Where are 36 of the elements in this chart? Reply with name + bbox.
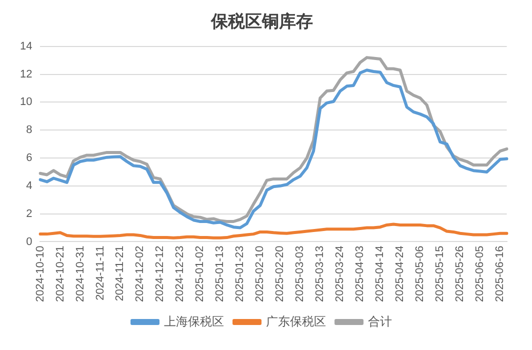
x-tick-label: 2025-04-03 — [354, 246, 366, 302]
chart-title: 保税区铜库存 — [210, 12, 313, 31]
legend-label: 上海保税区 — [164, 314, 224, 328]
x-tick-label: 2024-12-12 — [154, 246, 166, 302]
x-tick-label: 2024-11-11 — [94, 246, 106, 300]
x-tick-label: 2025-01-23 — [234, 246, 246, 302]
x-tick-label: 2025-06-16 — [494, 246, 506, 302]
y-tick-label: 0 — [26, 236, 32, 248]
x-tick-label: 2024-11-21 — [114, 246, 126, 302]
y-tick-label: 2 — [26, 208, 32, 220]
legend-label: 广东保税区 — [266, 314, 326, 328]
y-tick-label: 10 — [20, 96, 32, 108]
x-tick-label: 2025-02-10 — [254, 246, 266, 302]
x-tick-label: 2025-02-20 — [274, 246, 286, 302]
y-tick-label: 14 — [20, 40, 32, 52]
x-tick-label: 2025-01-02 — [194, 246, 206, 302]
x-tick-label: 2025-04-24 — [394, 246, 406, 302]
x-tick-label: 2025-05-06 — [414, 246, 426, 302]
x-tick-label: 2025-03-24 — [334, 246, 346, 302]
x-tick-label: 2024-10-10 — [34, 246, 46, 302]
x-tick-label: 2025-05-15 — [434, 246, 446, 302]
y-tick-label: 12 — [20, 68, 32, 80]
x-tick-label: 2024-12-02 — [134, 246, 146, 302]
x-tick-label: 2025-05-26 — [454, 246, 466, 302]
x-tick-label: 2024-10-21 — [54, 246, 66, 302]
legend-label: 合计 — [368, 314, 392, 328]
y-tick-label: 4 — [26, 180, 32, 192]
x-tick-label: 2025-04-14 — [374, 246, 386, 302]
x-tick-label: 2025-03-13 — [314, 246, 326, 302]
x-tick-label: 2025-06-05 — [474, 246, 486, 302]
x-tick-label: 2024-10-31 — [74, 246, 86, 302]
x-tick-label: 2024-12-23 — [174, 246, 186, 302]
y-tick-label: 6 — [26, 152, 32, 164]
x-tick-label: 2025-03-03 — [294, 246, 306, 302]
y-tick-label: 8 — [26, 124, 32, 136]
x-tick-label: 2025-01-13 — [214, 246, 226, 302]
